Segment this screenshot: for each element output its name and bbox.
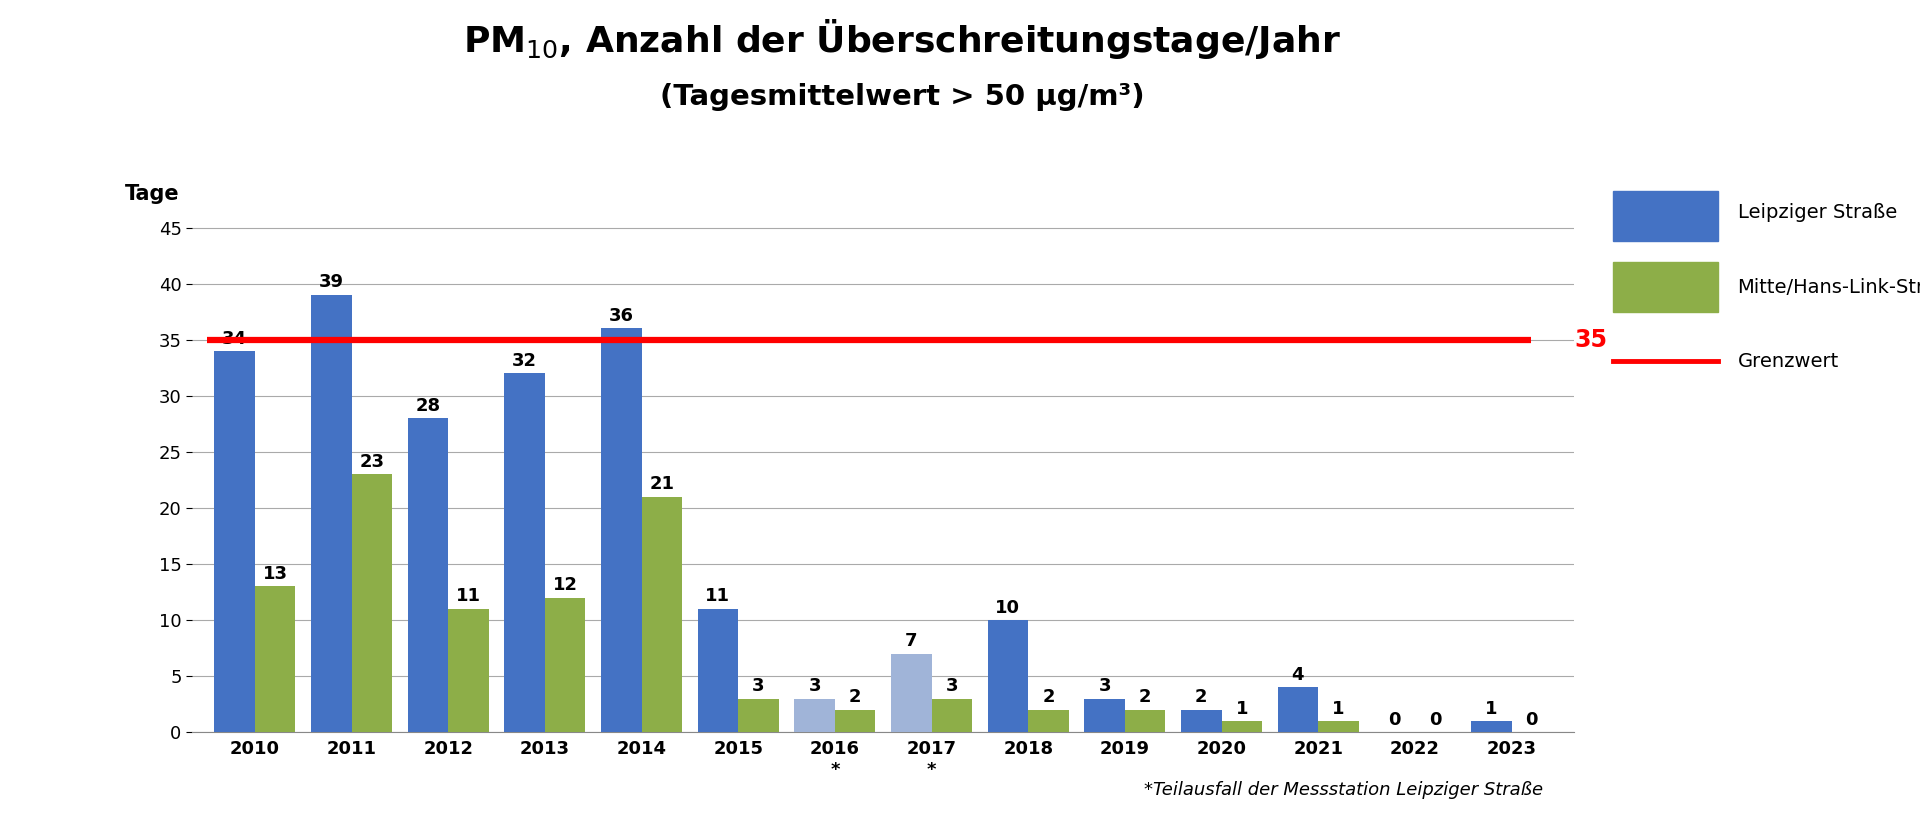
Bar xyxy=(351,474,392,732)
Text: 34: 34 xyxy=(223,329,248,348)
Bar xyxy=(1471,721,1511,732)
Bar xyxy=(987,620,1029,732)
Text: 35: 35 xyxy=(1574,328,1607,352)
Bar xyxy=(795,699,835,732)
Text: 2: 2 xyxy=(849,688,862,706)
Text: 3: 3 xyxy=(808,677,822,696)
Text: 10: 10 xyxy=(995,599,1020,617)
Text: 4: 4 xyxy=(1292,666,1304,684)
Bar xyxy=(835,710,876,732)
Bar xyxy=(641,497,682,732)
Text: 0: 0 xyxy=(1526,711,1538,729)
Text: 1: 1 xyxy=(1484,700,1498,717)
Text: 1: 1 xyxy=(1332,700,1344,717)
Text: 0: 0 xyxy=(1388,711,1402,729)
Bar xyxy=(1125,710,1165,732)
Text: 32: 32 xyxy=(513,352,538,370)
Text: 3: 3 xyxy=(945,677,958,696)
Text: Leipziger Straße: Leipziger Straße xyxy=(1738,203,1897,221)
Bar xyxy=(891,654,931,732)
Text: 2: 2 xyxy=(1043,688,1054,706)
Text: 13: 13 xyxy=(263,565,288,583)
Text: 36: 36 xyxy=(609,307,634,325)
Bar xyxy=(1181,710,1221,732)
Bar xyxy=(1319,721,1359,732)
Text: 39: 39 xyxy=(319,274,344,291)
Text: 0: 0 xyxy=(1428,711,1442,729)
Bar xyxy=(215,351,255,732)
Text: 21: 21 xyxy=(649,475,674,493)
Bar xyxy=(697,609,737,732)
Text: 11: 11 xyxy=(705,587,730,606)
Text: 11: 11 xyxy=(455,587,482,606)
Text: 2: 2 xyxy=(1139,688,1152,706)
Bar xyxy=(255,587,296,732)
Text: 2: 2 xyxy=(1194,688,1208,706)
Text: Tage: Tage xyxy=(125,184,179,204)
Bar xyxy=(311,295,351,732)
Bar xyxy=(1085,699,1125,732)
Bar xyxy=(407,418,447,732)
Bar xyxy=(545,597,586,732)
Text: (Tagesmittelwert > 50 μg/m³): (Tagesmittelwert > 50 μg/m³) xyxy=(660,83,1144,111)
Bar xyxy=(1029,710,1069,732)
Text: 3: 3 xyxy=(1098,677,1112,696)
Text: 1: 1 xyxy=(1236,700,1248,717)
Text: PM$_{10}$, Anzahl der Überschreitungstage/Jahr: PM$_{10}$, Anzahl der Überschreitungstag… xyxy=(463,17,1342,61)
Text: 23: 23 xyxy=(359,453,384,471)
Text: Mitte/Hans-Link-Straße: Mitte/Hans-Link-Straße xyxy=(1738,278,1920,296)
Bar xyxy=(447,609,490,732)
Bar xyxy=(505,374,545,732)
Text: 3: 3 xyxy=(753,677,764,696)
Bar xyxy=(601,329,641,732)
Bar xyxy=(1277,687,1319,732)
Text: 28: 28 xyxy=(415,397,440,415)
Bar xyxy=(1221,721,1261,732)
Text: *Teilausfall der Messstation Leipziger Straße: *Teilausfall der Messstation Leipziger S… xyxy=(1144,780,1544,799)
Text: 7: 7 xyxy=(904,632,918,651)
Text: Grenzwert: Grenzwert xyxy=(1738,352,1839,370)
Text: 12: 12 xyxy=(553,577,578,594)
Bar xyxy=(931,699,972,732)
Bar xyxy=(737,699,780,732)
